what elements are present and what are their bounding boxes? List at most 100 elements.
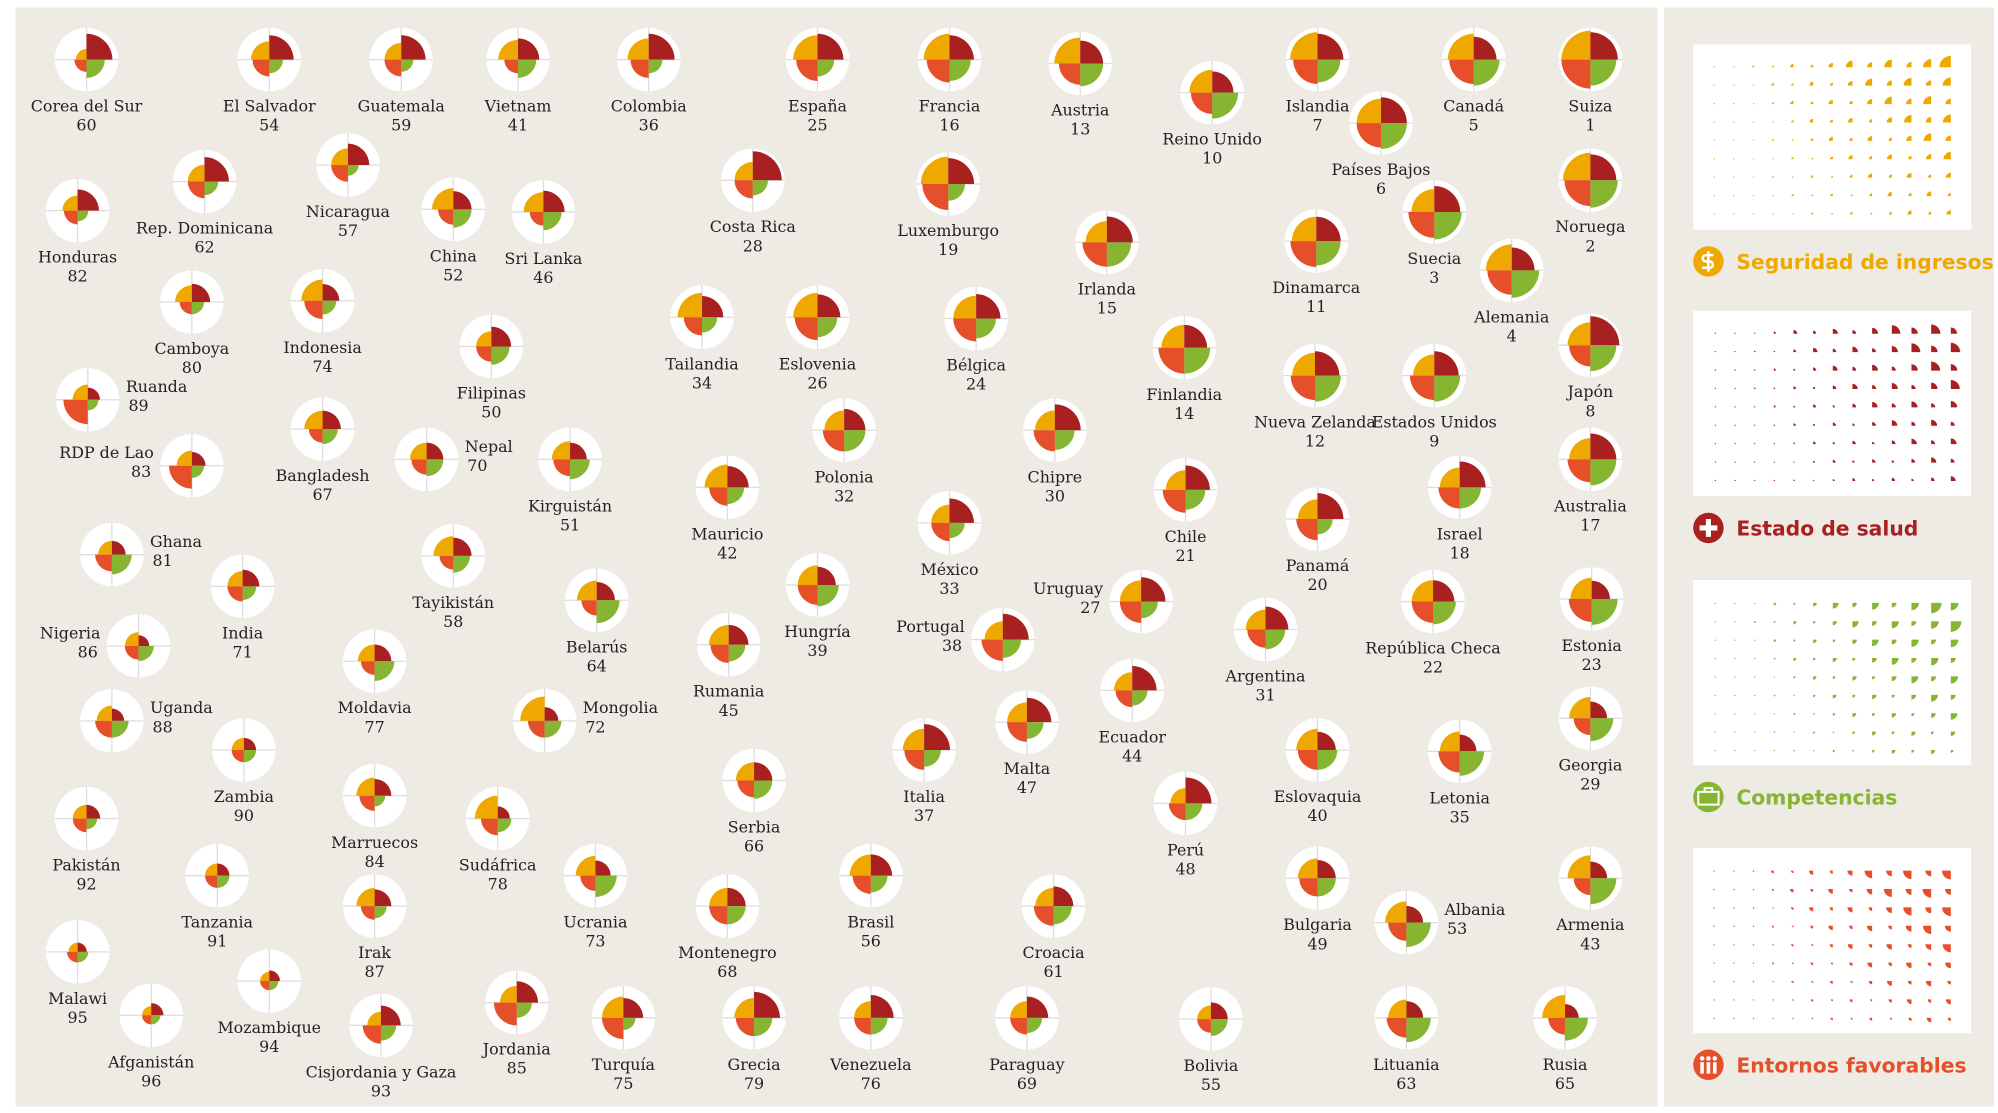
- quarter: [1568, 599, 1592, 622]
- quarter: [1433, 601, 1456, 625]
- legend-pattern: [1852, 731, 1856, 735]
- legend-pattern: [1883, 889, 1892, 897]
- legend-pattern: [1849, 999, 1853, 1003]
- quarter: [1290, 375, 1316, 401]
- quarter: [1106, 216, 1133, 243]
- legend-pattern: [1852, 460, 1855, 463]
- legend-pattern: [1926, 191, 1932, 197]
- legend-pattern: [1923, 59, 1932, 68]
- quarter: [231, 737, 244, 751]
- legend-pattern: [1950, 658, 1956, 663]
- country-rank: 62: [194, 238, 214, 257]
- country-name: Colombia: [611, 97, 687, 116]
- legend-pattern: [1793, 750, 1796, 752]
- legend-pattern: [1714, 676, 1717, 678]
- quarter: [1007, 702, 1027, 723]
- legend-pattern: [1752, 999, 1755, 1001]
- quarter: [474, 795, 498, 819]
- legend-pattern: [1772, 981, 1774, 983]
- legend-pattern: [1832, 750, 1835, 753]
- legend-pattern: [1813, 713, 1815, 715]
- legend-pattern: [1789, 889, 1794, 893]
- legend-pattern: [1906, 62, 1912, 68]
- quarter: [1185, 777, 1212, 804]
- quarter: [844, 430, 866, 452]
- legend-pattern: [1852, 694, 1856, 698]
- country-rank: 89: [128, 396, 148, 415]
- quarter: [1569, 696, 1591, 719]
- quarter: [453, 555, 471, 573]
- legend-pattern: [1733, 213, 1735, 215]
- country-rank: 64: [587, 656, 607, 675]
- country-rank: 86: [78, 642, 98, 661]
- legend-pattern: [1773, 713, 1776, 715]
- quarter: [260, 981, 270, 991]
- quarter: [1590, 316, 1620, 346]
- legend-pattern: [1752, 907, 1755, 909]
- quarter: [1487, 270, 1512, 295]
- legend-pattern: [1872, 694, 1877, 700]
- legend-pattern: [1791, 962, 1794, 965]
- legend-pattern: [1931, 403, 1936, 408]
- quarter: [426, 442, 444, 460]
- legend-icon-symbol: [1700, 1062, 1704, 1074]
- quarter: [817, 33, 844, 60]
- quarter: [138, 645, 154, 662]
- legend-pattern: [1906, 962, 1912, 969]
- country-rank: 73: [585, 932, 605, 951]
- country-rank: 54: [259, 116, 279, 135]
- legend-pattern: [1811, 1017, 1814, 1020]
- quarter: [498, 39, 519, 60]
- quarter: [1293, 59, 1318, 85]
- quarter: [191, 452, 206, 466]
- quarter: [1434, 211, 1462, 240]
- country-rank: 82: [68, 267, 88, 286]
- quarter: [367, 1011, 381, 1026]
- quarter: [1035, 887, 1054, 907]
- country-rank: 85: [507, 1059, 527, 1078]
- legend-pattern: [1808, 870, 1814, 875]
- quarter: [580, 875, 596, 891]
- country-rank: 37: [914, 806, 934, 825]
- legend-pattern: [1868, 907, 1873, 911]
- quarter: [476, 331, 492, 347]
- quarter: [409, 442, 427, 460]
- legend-pattern: [1752, 121, 1755, 123]
- quarter: [1080, 40, 1104, 64]
- quarter: [453, 191, 472, 210]
- quarter: [380, 1025, 397, 1041]
- quarter: [1168, 803, 1186, 821]
- quarter: [595, 875, 617, 897]
- quarter: [1388, 999, 1407, 1018]
- legend-pattern: [1903, 77, 1912, 86]
- country-name: Japón: [1566, 382, 1614, 401]
- legend-pattern: [1811, 194, 1814, 197]
- quarter: [817, 585, 839, 607]
- legend-pattern: [1950, 327, 1958, 334]
- legend-pattern: [1891, 403, 1896, 408]
- country-rank: 3: [1429, 268, 1439, 287]
- quarter: [304, 410, 323, 429]
- quarter: [243, 737, 257, 751]
- legend-pattern: [1793, 694, 1795, 697]
- legend-pattern: [1911, 621, 1917, 627]
- legend-pattern: [1734, 602, 1736, 605]
- legend-pattern: [1867, 62, 1873, 68]
- legend-pattern: [1713, 121, 1715, 123]
- country-name: Guatemala: [358, 97, 445, 116]
- legend-pattern: [1773, 676, 1776, 678]
- legend-pattern: [1888, 925, 1892, 930]
- legend-pattern: [1872, 364, 1878, 371]
- legend-pattern: [1942, 944, 1951, 953]
- legend-pattern: [1713, 102, 1715, 105]
- legend-pattern: [1713, 870, 1715, 872]
- legend-pattern: [1793, 479, 1795, 481]
